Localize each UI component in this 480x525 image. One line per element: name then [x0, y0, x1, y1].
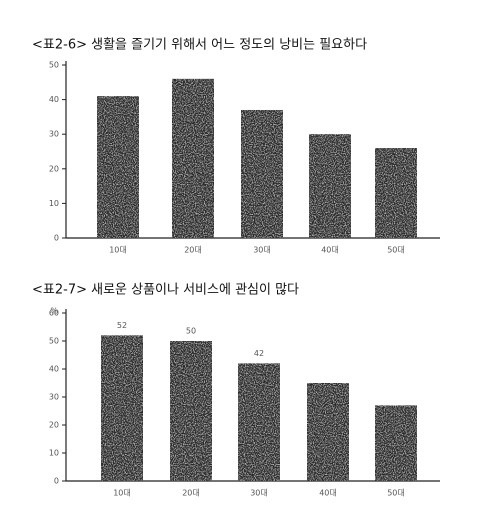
y-tick-label: 0	[54, 234, 59, 243]
bar	[172, 78, 214, 238]
y-tick-label: 50	[49, 337, 59, 346]
bar	[101, 335, 143, 481]
value-label: 50	[186, 327, 196, 336]
bar	[238, 363, 280, 481]
y-tick-label: 10	[49, 199, 59, 208]
y-tick-label: 0	[54, 477, 59, 486]
bar	[170, 341, 212, 481]
y-axis-label: %	[50, 307, 58, 316]
y-tick-label: 60	[49, 309, 59, 318]
x-tick-label: 30대	[250, 489, 268, 498]
y-tick-label: 40	[49, 95, 59, 104]
x-tick-label: 50대	[387, 489, 405, 498]
x-tick-label: 10대	[113, 489, 131, 498]
bar	[309, 134, 351, 238]
x-tick-label: 40대	[321, 246, 339, 255]
value-label: 52	[117, 321, 127, 330]
bar	[307, 383, 349, 481]
x-tick-label: 20대	[184, 246, 202, 255]
x-tick-label: 30대	[253, 246, 271, 255]
x-tick-label: 40대	[319, 489, 337, 498]
x-tick-label: 10대	[109, 246, 127, 255]
y-tick-label: 40	[49, 365, 59, 374]
y-tick-label: 30	[49, 393, 59, 402]
x-tick-label: 50대	[387, 246, 405, 255]
bar	[375, 405, 417, 481]
chart-title: <표2-7> 새로운 상품이나 서비스에 관심이 많다	[32, 283, 299, 298]
y-tick-label: 10	[49, 449, 59, 458]
bar	[241, 109, 283, 238]
value-label: 42	[254, 349, 264, 358]
bar	[375, 148, 417, 238]
y-tick-label: 20	[49, 164, 59, 173]
y-tick-label: 30	[49, 130, 59, 139]
y-tick-label: 50	[49, 61, 59, 70]
x-tick-label: 20대	[182, 489, 200, 498]
y-tick-label: 20	[49, 421, 59, 430]
chart-title: <표2-6> 생활을 즐기기 위해서 어느 정도의 낭비는 필요하다	[32, 38, 367, 53]
bar	[97, 96, 139, 238]
